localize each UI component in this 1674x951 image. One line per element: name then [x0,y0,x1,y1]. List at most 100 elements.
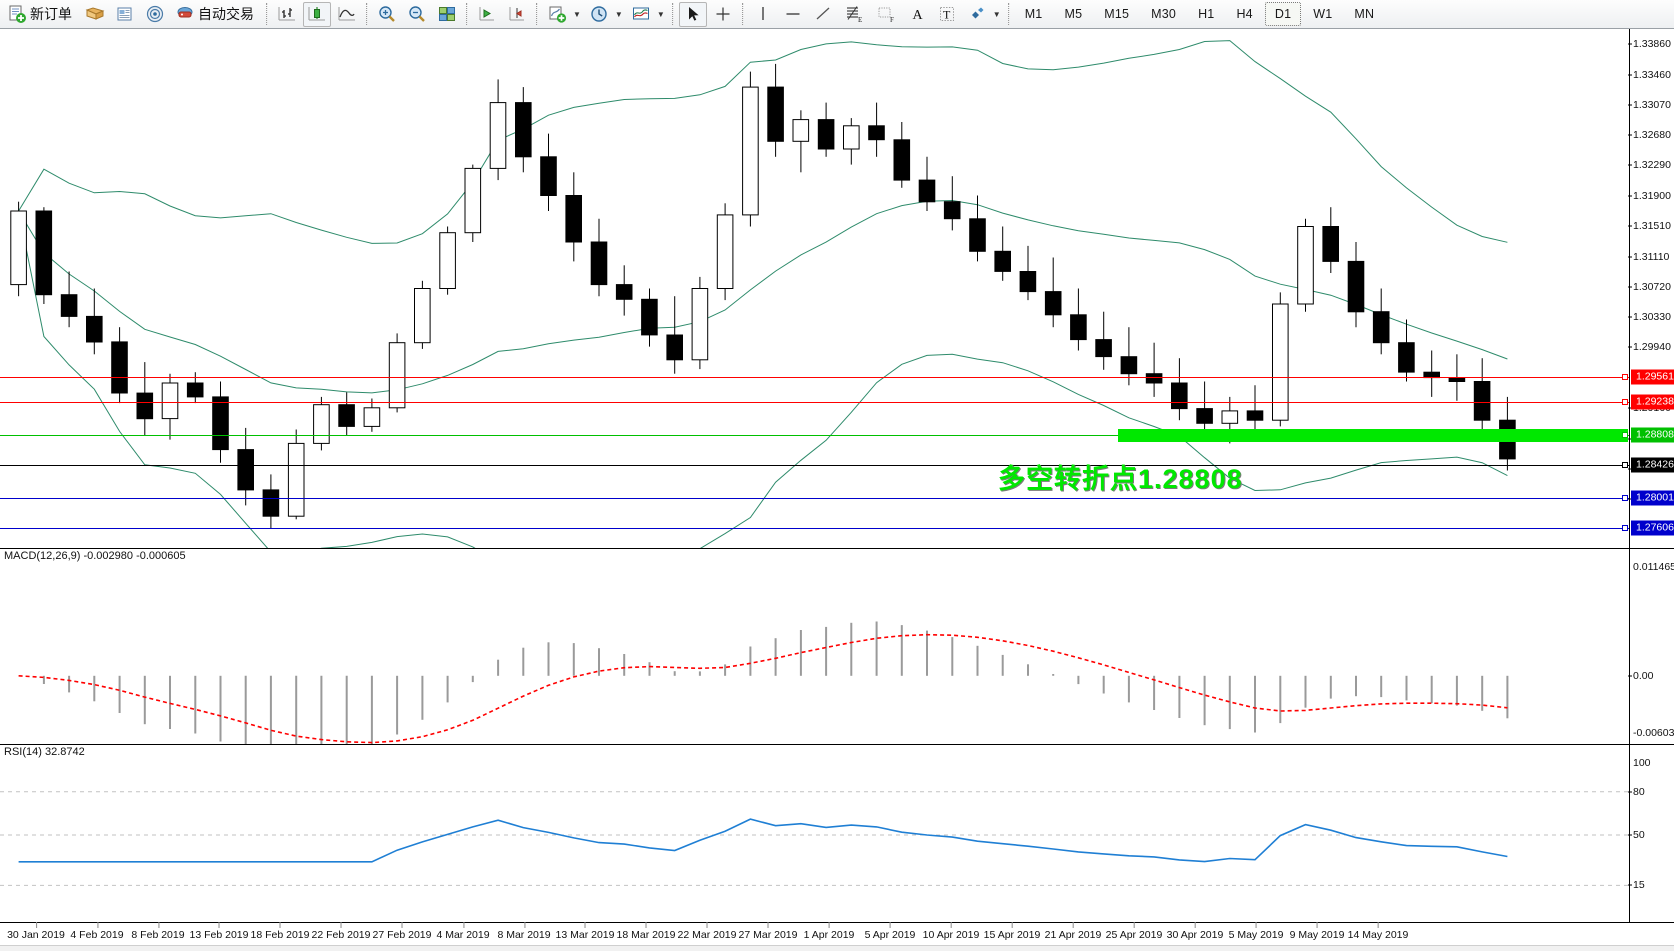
rsi-axis-tick: 15 [1628,879,1645,891]
price-axis-tick: 1.33460 [1628,69,1671,81]
signal-button[interactable] [141,2,169,27]
price-axis-tick: 1.32290 [1628,159,1671,171]
tile-windows-button[interactable] [433,2,461,27]
text-label-icon: A [912,8,923,23]
bar-chart-button[interactable] [273,2,301,27]
date-axis-tick: 25 Apr 2019 [1106,922,1162,941]
candlestick-chart-button[interactable] [303,1,331,27]
date-axis-tick: 1 Apr 2019 [804,922,854,941]
signal-icon [146,5,164,23]
vertical-line-button[interactable] [749,2,777,27]
zoom-in-button[interactable] [373,2,401,27]
macd-axis-tick: 0.011465 [1633,561,1674,573]
fibonacci-icon: E [846,6,862,24]
timeframe-m1[interactable]: M1 [1024,7,1043,21]
new-order-button[interactable]: 新订单 [3,2,79,27]
date-axis-tick: 9 May 2019 [1290,922,1344,941]
chart-area[interactable]: 1.29561 1.29238 1.28808 1.28426 1.28001 1.276… [0,29,1674,951]
price-level-label-blue[interactable]: 1.28001 [1631,490,1674,506]
equidistant-channel-button[interactable]: F [871,2,901,27]
timeframe-m5[interactable]: M5 [1064,7,1083,21]
timeframe-w1[interactable]: W1 [1313,7,1333,21]
shift-start-button[interactable] [473,2,501,27]
macd-pane[interactable]: MACD(12,26,9) -0.002980 -0.000605 0.0114… [0,548,1674,745]
rsi-pane[interactable]: RSI(14) 32.8742 100 80 50 15 [0,744,1674,922]
expert-advisor-button[interactable]: 自动交易 [171,2,261,27]
shift-end-icon [509,7,524,21]
price-level-handle[interactable] [1622,525,1628,532]
add-indicator-icon [549,6,567,23]
chevron-down-icon[interactable]: ▼ [992,9,1001,19]
price-level-label-blue[interactable]: 1.27606 [1631,520,1674,536]
date-axis-tick: 13 Feb 2019 [190,922,248,941]
timeframe-m15[interactable]: M15 [1104,7,1130,21]
add-indicator-button[interactable] [543,2,571,27]
rsi-label: RSI(14) 32.8742 [4,746,85,758]
cursor-button[interactable] [678,1,707,27]
price-level-handle[interactable] [1622,398,1628,405]
price-level-label-resistance[interactable]: 1.29238 [1631,394,1674,410]
folder-button[interactable] [81,2,109,27]
tile-windows-icon [439,7,455,21]
crosshair-button[interactable] [709,2,737,27]
news-button[interactable] [111,2,139,27]
price-level-line-blue[interactable] [0,497,1629,499]
price-level-line-resistance[interactable] [0,376,1629,378]
fibonacci-button[interactable]: E [839,2,869,27]
text-box-button[interactable]: T [933,2,961,27]
timeframe-d1[interactable]: D1 [1264,2,1302,26]
chevron-down-icon[interactable]: ▼ [614,9,623,19]
shift-end-button[interactable] [503,2,531,27]
line-chart-button[interactable] [333,2,361,27]
line-chart-icon [338,7,355,21]
zoom-in-icon [379,6,395,22]
text-label-button[interactable]: A [903,2,931,27]
shapes-button[interactable] [963,2,991,27]
chevron-down-icon[interactable]: ▼ [573,9,581,19]
price-level-handle[interactable] [1622,432,1628,439]
price-level-line-resistance[interactable] [0,401,1629,403]
price-level-line-current[interactable] [0,464,1629,466]
rsi-axis-tick: 80 [1628,786,1645,798]
templates-button[interactable] [627,2,655,27]
crosshair-icon [716,7,730,21]
macd-plot [18,621,1509,745]
timeframe-m30[interactable]: M30 [1151,7,1177,21]
zoom-out-button[interactable] [403,2,431,27]
timeframe-h4[interactable]: H4 [1236,7,1253,21]
period-clock-button[interactable] [585,2,613,27]
toolbar-separator [466,3,468,25]
price-level-handle[interactable] [1622,373,1628,380]
expert-advisor-icon [177,7,193,18]
timeframe-h1[interactable]: H1 [1198,7,1215,21]
date-axis-tick: 5 Apr 2019 [865,922,915,941]
support-zone-band[interactable] [1118,429,1628,443]
date-axis-tick: 18 Mar 2019 [617,922,675,941]
price-axis-tick: 1.32680 [1628,129,1671,141]
shapes-icon [971,7,984,19]
price-axis-rule [1629,29,1630,548]
chevron-down-icon[interactable]: ▼ [656,9,665,19]
price-level-line-support[interactable] [0,435,1629,437]
price-level-label-resistance[interactable]: 1.29561 [1631,369,1674,385]
price-level-handle[interactable] [1622,461,1628,468]
svg-text:T: T [943,8,951,22]
price-level-label-support[interactable]: 1.28808 [1631,427,1674,443]
svg-text:F: F [890,16,894,24]
date-axis-tick: 14 May 2019 [1348,922,1408,941]
price-pane[interactable]: 1.29561 1.29238 1.28808 1.28426 1.28001 1.276… [0,29,1674,548]
date-axis-tick: 30 Jan 2019 [7,922,65,941]
svg-text:E: E [858,16,862,24]
horizontal-line-button[interactable] [779,2,807,27]
shift-start-icon [479,7,494,21]
date-axis-tick: 4 Feb 2019 [70,922,124,941]
timeframe-mn[interactable]: MN [1354,7,1375,21]
trendline-button[interactable] [809,2,837,27]
price-level-line-blue[interactable] [0,528,1629,530]
toolbar-separator [1007,3,1010,25]
macd-axis-tick: -0.006031 [1633,727,1674,739]
price-level-label-current[interactable]: 1.28426 [1631,457,1674,473]
price-level-handle[interactable] [1622,494,1628,501]
new-order-label: 新订单 [30,6,72,22]
folder-icon [85,7,105,20]
